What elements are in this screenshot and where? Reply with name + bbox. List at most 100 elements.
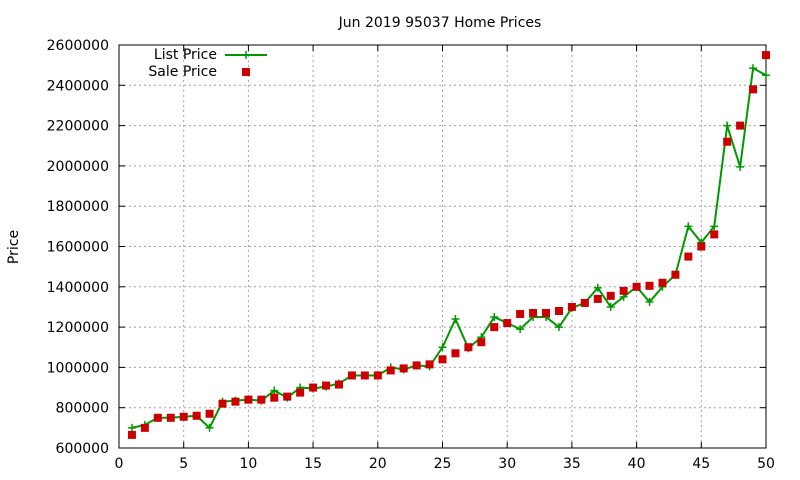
sale-price-point bbox=[283, 392, 292, 401]
grid-lines bbox=[119, 45, 766, 448]
sale-price-point bbox=[218, 399, 227, 408]
sale-price-point bbox=[736, 121, 745, 130]
sale-price-point bbox=[723, 137, 732, 146]
sale-price-point bbox=[645, 281, 654, 290]
sale-price-point bbox=[386, 366, 395, 375]
sale-price-point bbox=[192, 411, 201, 420]
sale-price-point bbox=[244, 395, 253, 404]
y-tick-label: 1600000 bbox=[47, 240, 109, 256]
sale-price-point bbox=[593, 294, 602, 303]
y-tick-labels: 600000 800000 1000000 1200000 1400000 1600000… bbox=[47, 38, 109, 457]
sale-price-point bbox=[231, 397, 240, 406]
sale-price-point bbox=[710, 230, 719, 239]
x-tick-label: 30 bbox=[498, 456, 516, 472]
legend-label-list-price: List Price bbox=[154, 47, 217, 63]
x-tick-label: 0 bbox=[115, 456, 124, 472]
sale-price-point bbox=[606, 291, 615, 300]
list-price-point bbox=[554, 323, 563, 332]
tick-marks bbox=[118, 44, 767, 449]
sale-price-point bbox=[567, 302, 576, 311]
sale-price-point bbox=[529, 308, 538, 317]
sale-price-point bbox=[697, 242, 706, 251]
list-price-point bbox=[645, 297, 654, 306]
y-axis-label: Price bbox=[6, 230, 22, 264]
list-price-point bbox=[762, 71, 770, 80]
y-tick-label: 800000 bbox=[56, 401, 109, 417]
sale-price-point bbox=[373, 371, 382, 380]
list-price-point bbox=[710, 222, 719, 231]
list-price-line bbox=[131, 66, 767, 430]
sale-price-point bbox=[166, 413, 175, 422]
sale-price-point bbox=[451, 349, 460, 358]
list-price-point bbox=[451, 315, 460, 324]
sale-price-point bbox=[347, 371, 356, 380]
legend-marker-sale-price bbox=[242, 68, 250, 76]
sale-price-point bbox=[580, 298, 589, 307]
y-tick-label: 2200000 bbox=[47, 119, 109, 135]
sale-price-point bbox=[490, 323, 499, 332]
list-price-point bbox=[749, 64, 758, 73]
sale-price-point bbox=[127, 430, 136, 439]
sale-price-point bbox=[153, 413, 162, 422]
x-tick-label: 35 bbox=[563, 456, 581, 472]
sale-price-point bbox=[296, 388, 305, 397]
list-price-point bbox=[205, 423, 214, 432]
sale-price-point bbox=[477, 338, 486, 347]
list-price-point bbox=[490, 313, 499, 322]
list-price-point bbox=[516, 325, 525, 334]
sale-price-point bbox=[360, 371, 369, 380]
sale-price-point bbox=[762, 51, 770, 60]
y-tick-label: 600000 bbox=[56, 441, 109, 457]
x-tick-label: 15 bbox=[304, 456, 322, 472]
sale-price-point bbox=[749, 85, 758, 94]
sale-price-point bbox=[671, 270, 680, 279]
legend-label-sale-price: Sale Price bbox=[148, 64, 217, 80]
y-tick-label: 2600000 bbox=[47, 38, 109, 54]
y-tick-label: 2400000 bbox=[47, 78, 109, 94]
sale-price-point bbox=[542, 308, 551, 317]
data-series bbox=[127, 51, 770, 439]
list-price-point bbox=[127, 423, 136, 432]
list-price-point bbox=[270, 386, 279, 395]
list-price-point bbox=[736, 162, 745, 171]
sale-price-point bbox=[516, 310, 525, 319]
sale-price-point bbox=[334, 380, 343, 389]
y-tick-label: 1200000 bbox=[47, 320, 109, 336]
sale-price-point bbox=[179, 412, 188, 421]
x-tick-labels: 0 5 10 15 20 25 30 35 40 45 50 bbox=[115, 456, 775, 472]
list-price-point bbox=[593, 283, 602, 292]
sale-price-point bbox=[658, 278, 667, 287]
list-price-point bbox=[606, 302, 615, 311]
sale-price-point bbox=[257, 395, 266, 404]
y-tick-label: 1800000 bbox=[47, 199, 109, 215]
sale-price-point bbox=[322, 381, 331, 390]
sale-price-point bbox=[425, 360, 434, 369]
y-tick-label: 1000000 bbox=[47, 360, 109, 376]
sale-price-point bbox=[503, 319, 512, 328]
y-tick-label: 2000000 bbox=[47, 159, 109, 175]
sale-price-point bbox=[309, 383, 318, 392]
y-tick-label: 1400000 bbox=[47, 280, 109, 296]
legend: List Price Sale Price bbox=[148, 47, 267, 80]
sale-price-point bbox=[632, 282, 641, 291]
sale-price-point bbox=[554, 306, 563, 315]
legend-marker-list-price bbox=[242, 51, 250, 59]
sale-price-point bbox=[399, 364, 408, 373]
sale-price-point bbox=[270, 393, 279, 402]
x-tick-label: 10 bbox=[239, 456, 257, 472]
chart-title: Jun 2019 95037 Home Prices bbox=[338, 15, 542, 31]
x-tick-label: 20 bbox=[369, 456, 387, 472]
sale-price-point bbox=[438, 355, 447, 364]
x-tick-label: 45 bbox=[692, 456, 710, 472]
sale-price-point bbox=[619, 286, 628, 295]
list-price-point bbox=[438, 343, 447, 352]
list-price-point bbox=[723, 121, 732, 130]
list-price-point bbox=[684, 222, 693, 231]
sale-price-point bbox=[205, 409, 214, 418]
sale-price-point bbox=[464, 343, 473, 352]
x-tick-label: 25 bbox=[434, 456, 452, 472]
x-tick-label: 5 bbox=[179, 456, 188, 472]
sale-price-point bbox=[684, 252, 693, 261]
x-tick-label: 40 bbox=[628, 456, 646, 472]
